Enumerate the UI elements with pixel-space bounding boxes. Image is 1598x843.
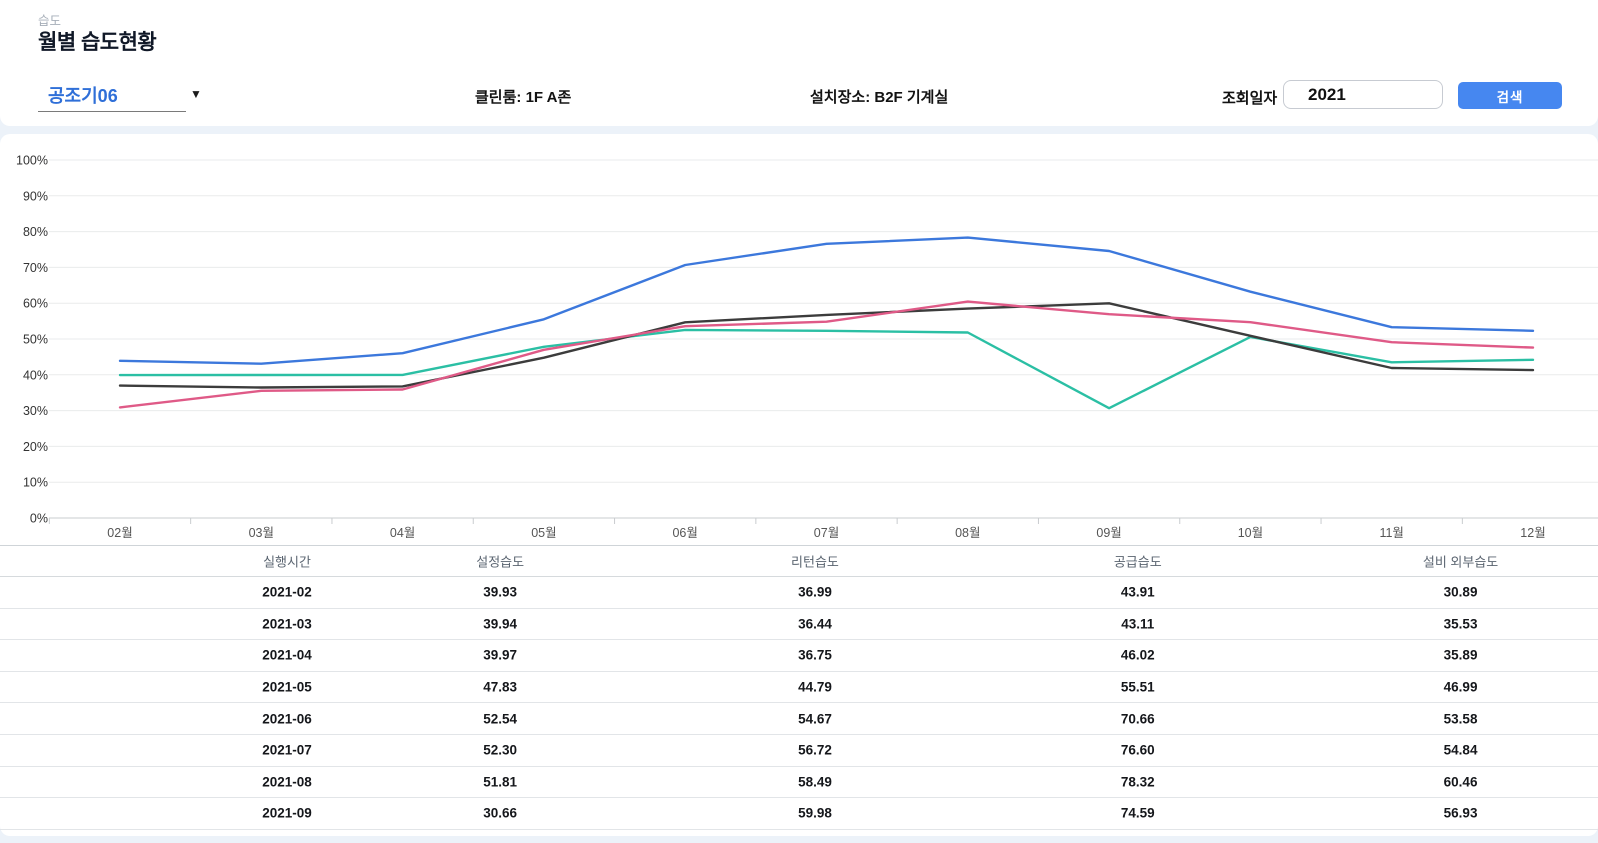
table-cell: 35.89 [1443,647,1478,663]
query-year-input[interactable] [1283,80,1443,109]
y-tick-label: 10% [23,476,48,490]
filter-card: 습도 월별 습도현황 공조기06 ▼ 클린룸: 1F A존 설치장소: B2F … [0,0,1598,126]
table-cell: 2021-06 [262,711,312,727]
table-cell: 43.11 [1121,616,1155,632]
table-header-row: 실행시간 설정습도 리턴습도 공급습도 설비 외부습도 [0,546,1598,577]
table-cell: 2021-09 [262,805,312,821]
x-axis-labels: 02월 03월 04월 05월 06월 07월 08월 09월 10월 11월 12월 [107,526,1545,540]
x-tick-label: 09월 [1096,526,1121,540]
table-row: 2021-03 39.94 36.44 43.11 35.53 [0,609,1598,641]
table-cell: 2021-08 [262,774,312,790]
device-select-dropdown[interactable]: 공조기06 ▼ [38,80,202,112]
cleanroom-info: 클린룸: 1F A존 [475,89,572,106]
page-title: 월별 습도현황 [38,31,157,54]
table-cell: 78.32 [1120,774,1155,790]
table-cell: 47.83 [483,679,518,695]
table-cell: 2021-03 [262,616,312,632]
table-cell: 51.81 [483,774,518,790]
table-cell: 36.75 [798,647,832,663]
table-row: 2021-07 52.30 56.72 76.60 54.84 [0,735,1598,767]
table-cell: 30.66 [483,805,518,821]
table-cell: 60.46 [1443,774,1478,790]
chevron-down-icon: ▼ [190,87,202,101]
table-cell: 76.60 [1120,742,1155,758]
table-cell: 54.84 [1443,742,1478,758]
humidity-line-chart: 0%10%20%30%40%50%60%70%80%90%100%02월 03월 0… [16,154,1598,540]
y-axis-labels: 0% 10% 20% 30% 40% 50% 60% 70% 80% 90% 100% [16,154,48,526]
column-header: 리턴습도 [791,554,839,570]
y-tick-label: 60% [23,297,48,311]
table-cell: 46.99 [1443,679,1478,695]
table-row: 2021-04 39.97 36.75 46.02 35.89 [0,640,1598,672]
table-cell: 2021-04 [262,647,312,663]
chart-series-line [118,328,1535,410]
x-tick-label: 08월 [955,526,980,540]
table-cell: 43.91 [1120,584,1155,600]
table-cell: 2021-07 [262,742,312,758]
table-cell: 54.67 [798,711,832,727]
column-header: 설비 외부습도 [1422,554,1499,570]
y-tick-label: 30% [23,404,48,418]
table-cell: 56.72 [798,742,832,758]
chart-series-line [118,236,1535,365]
x-tick-label: 07월 [814,526,839,540]
chart-series-line [118,300,1535,409]
query-date-label: 조회일자 [1222,90,1278,107]
table-row: 2021-09 30.66 59.98 74.59 56.93 [0,798,1598,830]
x-tick-label: 05월 [531,526,556,540]
table-cell: 46.02 [1120,647,1155,663]
y-tick-label: 20% [23,440,48,454]
table-cell: 56.93 [1443,805,1478,821]
table-cell: 52.30 [483,742,518,758]
column-header: 실행시간 [263,554,311,570]
table-row: 2021-08 51.81 58.49 78.32 60.46 [0,767,1598,799]
table-row: 2021-05 47.83 44.79 55.51 46.99 [0,672,1598,704]
table-cell: 39.97 [483,647,518,663]
location-info: 설치장소: B2F 기계실 [810,89,949,106]
search-button[interactable]: 검색 [1458,82,1562,109]
x-axis [48,518,1463,524]
table-cell: 36.44 [798,616,832,632]
table-cell: 53.58 [1443,711,1478,727]
table-cell: 74.59 [1120,805,1155,821]
x-tick-label: 11월 [1379,526,1403,540]
table-cell: 44.79 [798,679,832,695]
table-cell: 39.94 [483,616,518,632]
chart-table-card: 0% 10% 20% 30% 40% 50% 60% 70% 80% 90% 100% 02월 03월 0… [0,134,1598,836]
humidity-table: 실행시간 설정습도 리턴습도 공급습도 설비 외부습도 2021-02 39.93 36.9… [0,545,1598,830]
table-cell: 30.89 [1443,584,1478,600]
table-cell: 35.53 [1443,616,1478,632]
y-tick-label: 40% [23,368,48,382]
page-subtitle: 습도 [38,14,62,28]
y-tick-label: 90% [23,189,48,203]
table-cell: 36.99 [798,584,832,600]
column-header: 설정습도 [476,554,525,570]
table-cell: 52.54 [483,711,518,727]
table-cell: 39.93 [483,584,518,600]
device-select-value: 공조기06 [48,86,118,106]
table-cell: 55.51 [1120,679,1155,695]
x-tick-label: 06월 [672,526,697,540]
table-cell: 2021-05 [262,679,312,695]
table-cell: 58.49 [798,774,832,790]
y-tick-label: 80% [23,225,48,239]
x-tick-label: 04월 [390,526,415,540]
x-tick-label: 12월 [1520,526,1545,540]
x-tick-label: 02월 [107,526,132,540]
table-cell: 2021-02 [262,584,312,600]
table-row: 2021-02 39.93 36.99 43.91 30.89 [0,577,1598,609]
x-tick-label: 10월 [1238,526,1263,540]
y-tick-label: 0% [30,512,48,526]
chart-series-line [118,302,1535,389]
column-header: 공급습도 [1113,554,1162,570]
table-cell: 59.98 [798,805,832,821]
table-body: 2021-02 39.93 36.99 43.91 30.89 2021-03 39.94 3… [0,577,1598,830]
grid-lines [49,159,1598,519]
y-tick-label: 50% [23,333,48,347]
table-row: 2021-06 52.54 54.67 70.66 53.58 [0,703,1598,735]
table-cell: 70.66 [1120,711,1155,727]
x-tick-label: 03월 [249,526,274,540]
y-tick-label: 70% [23,261,48,275]
y-tick-label: 100% [16,154,48,168]
